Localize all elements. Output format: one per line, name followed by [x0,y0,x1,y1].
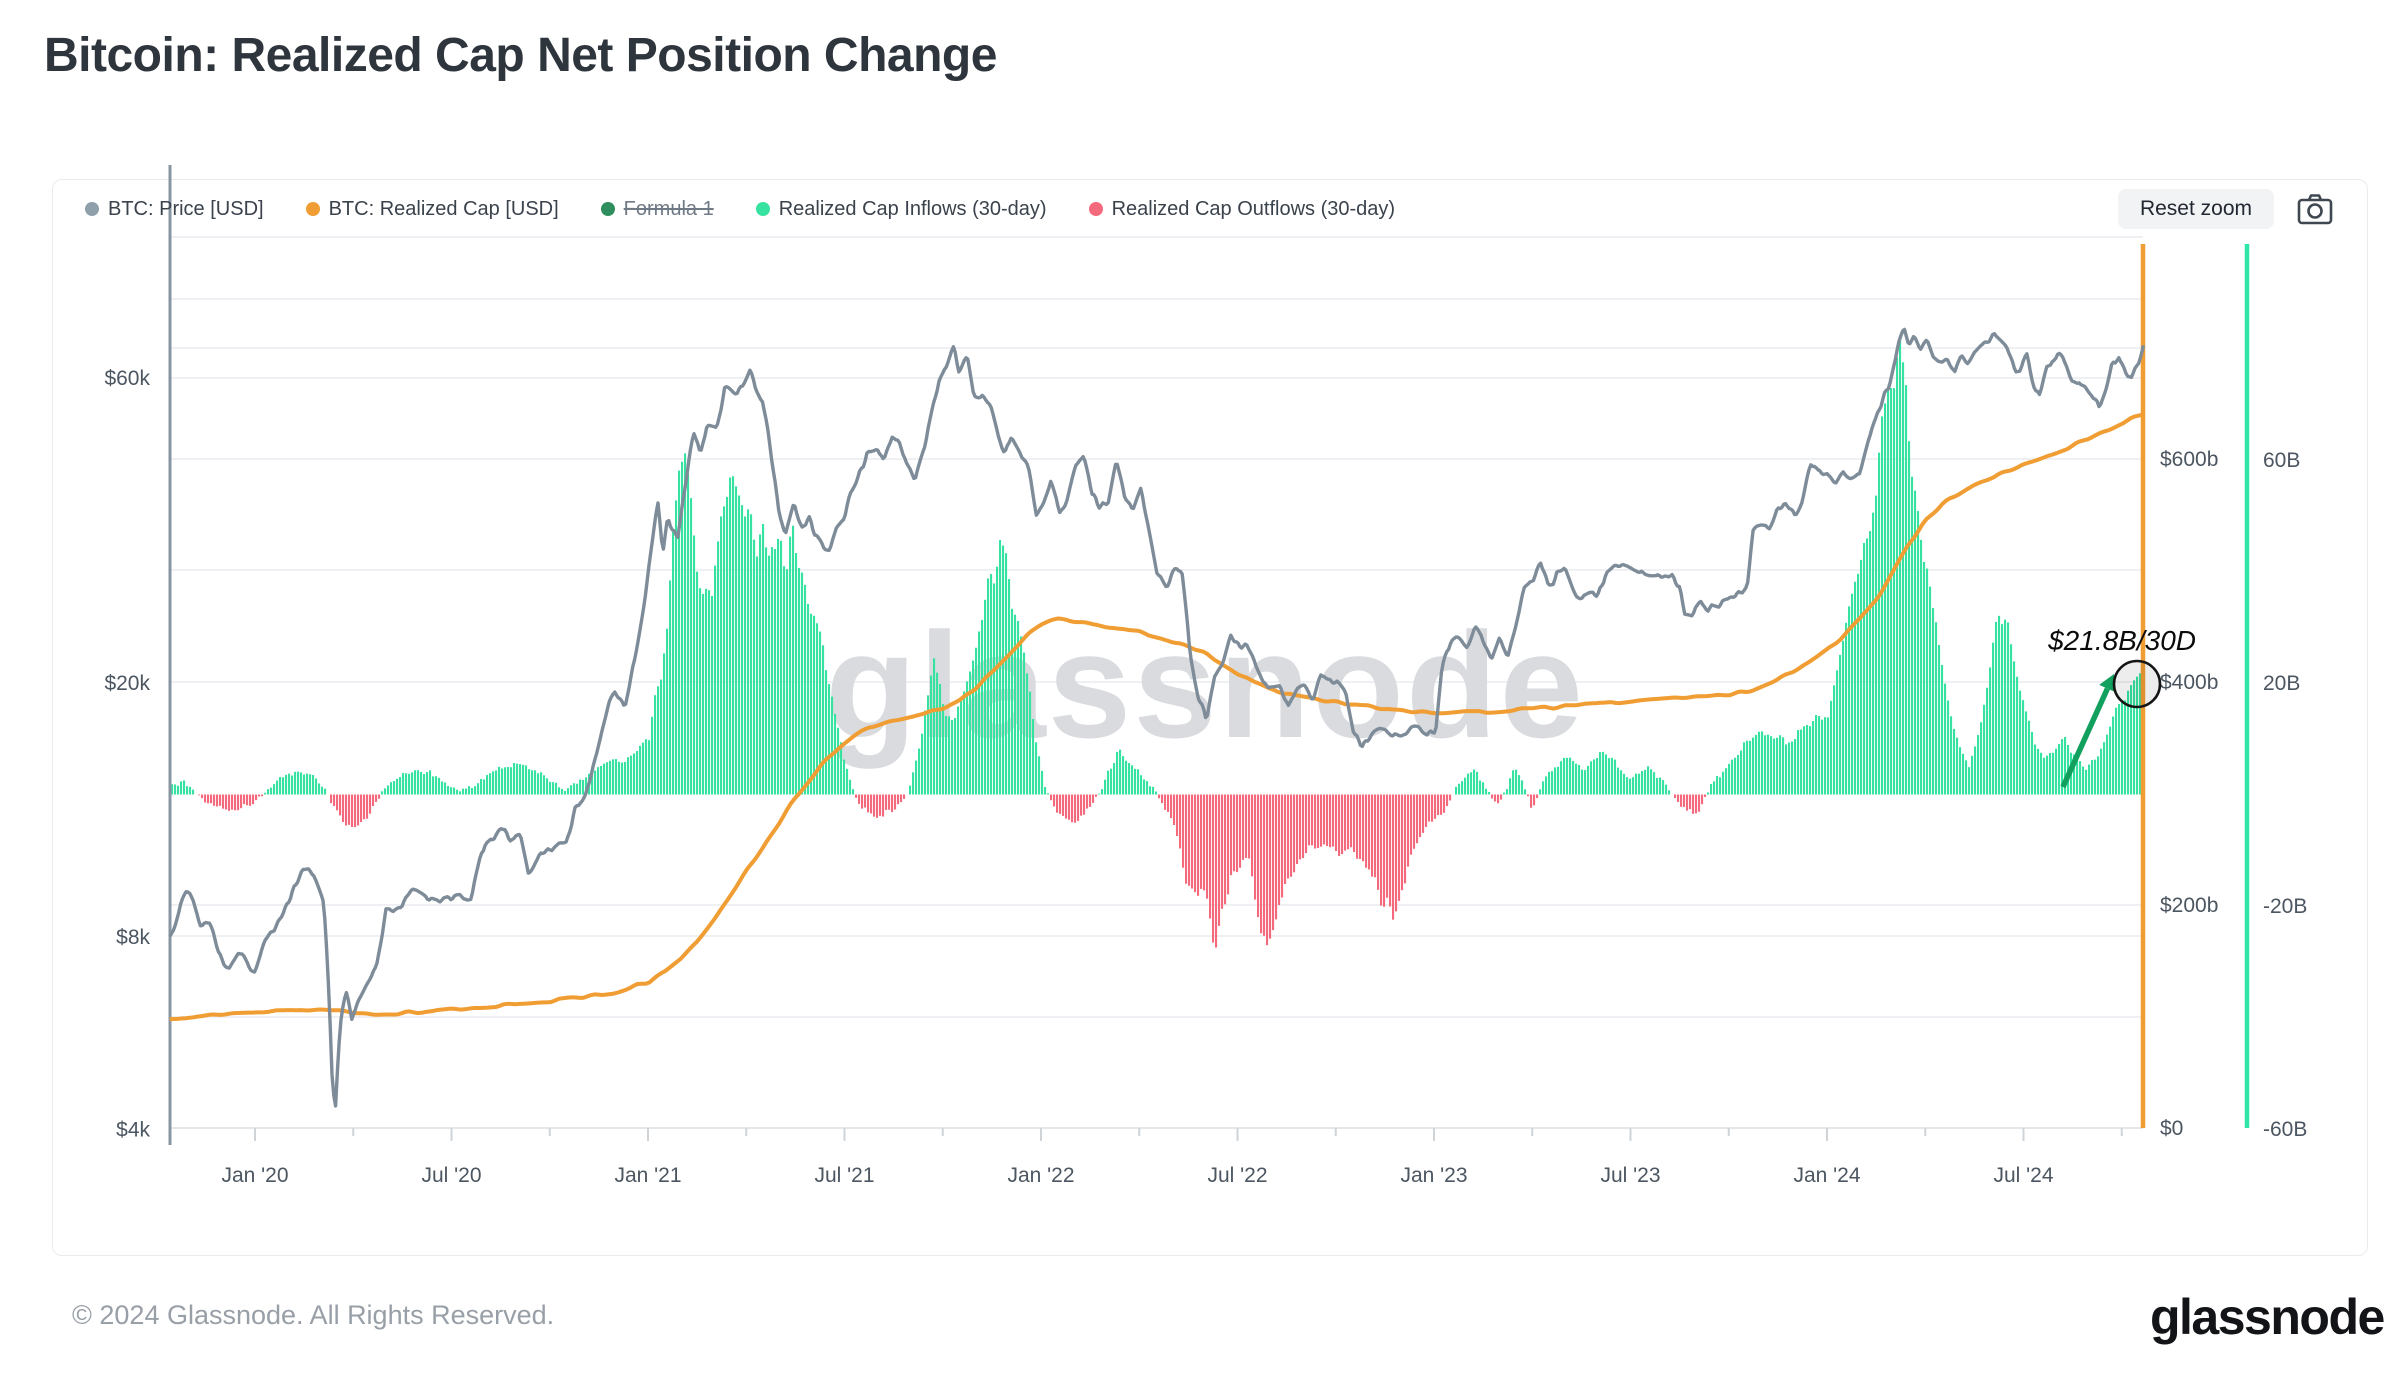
legend-label: Formula 1 [623,197,714,220]
x-tick-label: Jan '22 [1007,1164,1074,1187]
x-tick-label: Jan '23 [1400,1164,1467,1187]
annotation-label: $21.8B/30D [2047,625,2196,656]
legend-item-2[interactable]: Formula 1 [600,197,714,221]
x-tick-label: Jul '24 [1993,1164,2053,1187]
reset-zoom-button[interactable]: Reset zoom [2117,189,2274,229]
legend-label: BTC: Price [USD] [108,197,264,220]
legend-dot-icon [600,202,615,216]
glassnode-logo: glassnode [2150,1289,2385,1345]
y-left-tick-label: $8k [116,926,150,949]
legend-item-0[interactable]: BTC: Price [USD] [85,198,264,221]
y-right-cap-tick-label: $200b [2160,894,2218,917]
last-point-marker [2112,659,2162,709]
y-right-cap-tick-label: $600b [2160,448,2218,471]
x-tick-label: Jan '24 [1793,1164,1860,1187]
x-tick-label: Jul '20 [421,1164,481,1187]
legend-item-1[interactable]: BTC: Realized Cap [USD] [305,197,559,221]
y-left-tick-label: $60k [104,367,150,390]
y-right-cap-tick-label: $400b [2160,671,2218,694]
legend-label: Realized Cap Outflows (30-day) [1111,197,1396,220]
y-left-tick-label: $4k [116,1119,150,1142]
legend: BTC: Price [USD] BTC: Realized Cap [USD] F… [52,198,1395,221]
legend-item-4[interactable]: Realized Cap Outflows (30-day) [1088,197,1396,221]
camera-icon[interactable] [2296,192,2334,226]
x-tick-label: Jan '21 [614,1164,681,1187]
legend-dot-icon [1088,202,1103,216]
y-right-net-tick-label: -60B [2263,1118,2307,1141]
y-left-tick-label: $20k [104,672,150,695]
y-right-net-tick-label: 20B [2263,672,2300,695]
legend-dot-icon [755,202,770,216]
chart-header: BTC: Price [USD] BTC: Realized Cap [USD] F… [52,186,2368,232]
y-right-net-tick-label: 60B [2263,449,2300,472]
x-tick-label: Jan '20 [221,1164,288,1187]
legend-label: Realized Cap Inflows (30-day) [778,197,1047,220]
y-right-net-tick-label: -20B [2263,895,2307,918]
legend-dot-icon [85,202,99,216]
y-right-cap-tick-label: $0 [2160,1117,2183,1140]
chart-card [52,179,2368,1256]
footer-copyright: © 2024 Glassnode. All Rights Reserved. [72,1300,555,1330]
legend-label: BTC: Realized Cap [USD] [328,197,559,220]
x-tick-label: Jul '23 [1600,1164,1660,1187]
x-tick-label: Jul '21 [814,1164,874,1187]
x-tick-label: Jul '22 [1207,1164,1267,1187]
header-controls: Reset zoom [2117,189,2368,229]
legend-item-3[interactable]: Realized Cap Inflows (30-day) [755,197,1047,221]
page-title: Bitcoin: Realized Cap Net Position Chang… [44,29,997,82]
legend-dot-icon [305,202,320,216]
